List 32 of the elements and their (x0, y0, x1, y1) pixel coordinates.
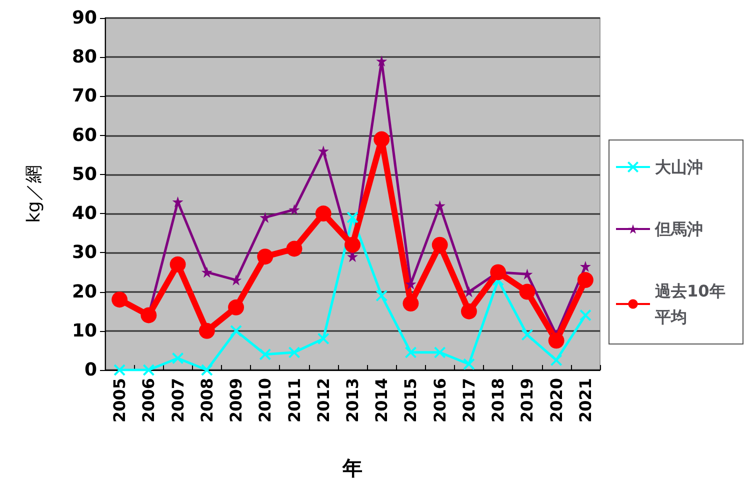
legend-label: 大山沖 (655, 158, 703, 176)
x-tick-label: 2017 (459, 378, 478, 423)
x-tick-label: 2008 (197, 378, 216, 423)
y-axis-title: kg／網 (24, 165, 44, 223)
y-tick-label: 80 (72, 46, 97, 68)
x-tick-label: 2018 (488, 378, 508, 423)
x-tick-label: 2013 (343, 378, 362, 423)
x-tick-label: 2011 (284, 378, 304, 423)
x-tick-label: 2021 (576, 378, 595, 423)
y-tick-label: 20 (72, 281, 97, 302)
y-tick-label: 40 (72, 203, 97, 224)
x-tick-label: 2012 (314, 378, 333, 423)
x-tick-label: 2020 (546, 378, 566, 423)
x-tick-label: 2019 (518, 378, 537, 423)
x-tick-label: 2010 (256, 378, 275, 423)
x-axis-title: 年 (342, 456, 362, 480)
y-tick-label: 70 (72, 86, 97, 107)
y-tick-label: 0 (84, 360, 97, 380)
x-tick-label: 2015 (401, 378, 420, 423)
y-tick-label: 90 (72, 8, 97, 28)
y-tick-label: 60 (72, 124, 97, 146)
y-tick-label: 50 (72, 164, 97, 185)
y-tick-label: 30 (72, 242, 97, 264)
x-tick-label: 2016 (430, 378, 450, 423)
x-tick-label: 2007 (168, 378, 188, 423)
x-tick-label: 2006 (139, 378, 158, 423)
x-tick-label: 2014 (372, 378, 392, 423)
y-tick-label: 10 (72, 320, 97, 342)
legend-label: 但馬沖 (654, 220, 703, 238)
x-tick-label: 2009 (226, 378, 246, 423)
x-tick-label: 2005 (110, 378, 130, 423)
legend-label: 過去10年平均 (654, 282, 726, 326)
